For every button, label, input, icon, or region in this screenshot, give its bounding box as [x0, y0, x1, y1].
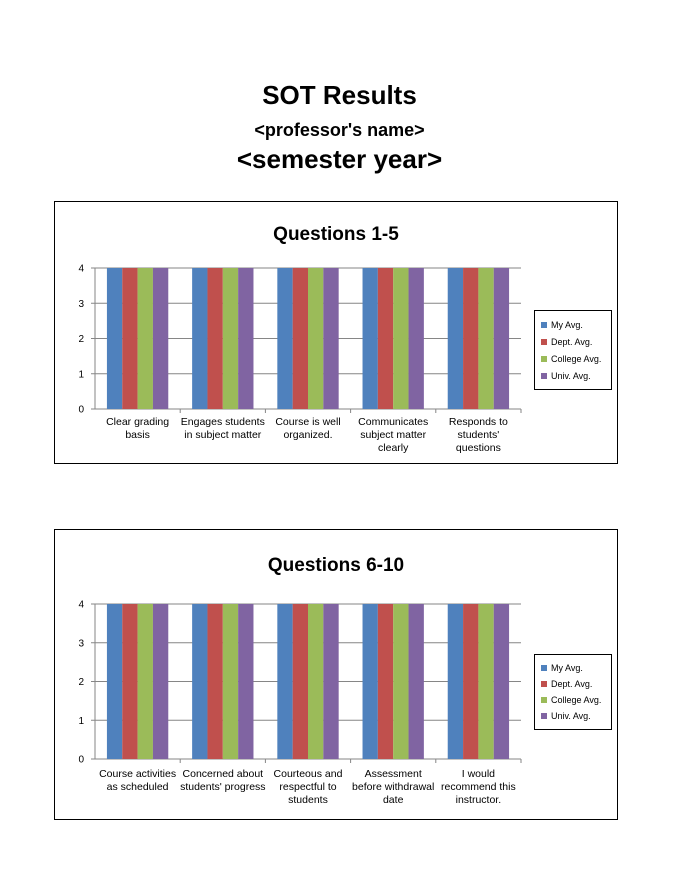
legend-swatch [541, 697, 547, 703]
bar [192, 604, 208, 759]
bar [408, 268, 424, 409]
legend-label: College Avg. [551, 353, 602, 364]
legend-label: My Avg. [551, 319, 583, 330]
y-tick-label: 0 [78, 405, 84, 416]
y-tick-label: 1 [78, 716, 84, 727]
bar [152, 604, 169, 759]
bar [478, 268, 494, 409]
y-tick-label: 2 [78, 677, 84, 688]
x-tick-label: I would recommend this instructor. [441, 768, 516, 806]
legend-swatch [541, 321, 547, 328]
bar [292, 604, 308, 759]
bar [292, 268, 308, 409]
bar [222, 604, 239, 759]
x-tick-label: Clear grading basis [106, 416, 170, 441]
bar [277, 604, 293, 759]
x-tick-label: Concerned about students' progress [180, 768, 266, 793]
x-tick-label: Courteous and respectful to students [273, 768, 343, 806]
y-tick-label: 4 [78, 264, 84, 275]
bar [463, 604, 479, 759]
legend: My Avg. Dept. Avg. College Avg. Univ. Avg. [534, 654, 612, 730]
legend-swatch [541, 372, 547, 379]
bar [362, 604, 378, 759]
bar [238, 604, 254, 759]
legend: My Avg. Dept. Avg. College Avg. Univ. Avg. [534, 310, 612, 390]
bar [137, 268, 153, 409]
x-tick-label: Course activities as scheduled [99, 768, 177, 793]
bar [122, 604, 138, 759]
bar [377, 604, 394, 759]
bar [106, 268, 123, 409]
legend-label: Univ. Avg. [551, 370, 591, 381]
page-title: SOT Results [262, 80, 417, 110]
bar [222, 268, 239, 409]
bar [463, 268, 479, 409]
bar [106, 604, 123, 759]
legend-item: My Avg. [541, 663, 583, 673]
legend-item: Dept. Avg. [541, 679, 592, 689]
y-tick-label: 1 [78, 369, 84, 380]
x-tick-label: Responds to students' questions [448, 416, 508, 454]
bar [152, 268, 169, 409]
bar [207, 268, 223, 409]
legend-swatch [541, 355, 547, 362]
bar [377, 268, 394, 409]
legend-label: Dept. Avg. [551, 336, 593, 347]
bar [323, 604, 339, 759]
bar [277, 268, 293, 409]
legend-label: College Avg. [551, 695, 602, 705]
bar [493, 604, 510, 759]
bar [137, 604, 153, 759]
bar [122, 268, 138, 409]
bar [192, 268, 208, 409]
bar [362, 268, 378, 409]
legend-swatch [541, 665, 547, 671]
chart-svg: 0 1 2 3 4 [78, 600, 522, 766]
bar [238, 268, 254, 409]
legend-item: Univ. Avg. [541, 711, 591, 721]
professor-name: <professor's name> [254, 120, 425, 140]
y-tick-label: 4 [78, 600, 84, 611]
chart-title: Questions 6-10 [267, 555, 405, 576]
bar [493, 268, 510, 409]
bar [393, 604, 409, 759]
bar [393, 268, 409, 409]
bar [447, 604, 464, 759]
bar [408, 604, 424, 759]
legend-item: Univ. Avg. [541, 371, 591, 381]
chart-questions-1-5: Questions 1-5 0 1 2 3 4 Clear grading basis En… [54, 201, 618, 464]
x-tick-label: Course is well organized. [275, 416, 341, 441]
y-tick-label: 3 [78, 299, 84, 310]
legend-swatch [541, 338, 547, 345]
x-tick-label: Engages students in subject matter [180, 416, 265, 441]
bar [308, 604, 324, 759]
y-tick-label: 3 [78, 638, 84, 649]
bar [478, 604, 494, 759]
legend-label: Univ. Avg. [551, 711, 591, 721]
x-tick-label: Assessment before withdrawal date [352, 768, 435, 806]
bar [308, 268, 324, 409]
legend-swatch [541, 681, 547, 687]
legend-item: My Avg. [541, 320, 583, 330]
bar [207, 604, 223, 759]
y-tick-label: 0 [78, 755, 84, 766]
legend-swatch [541, 713, 547, 719]
semester-year: <semester year> [236, 144, 443, 174]
x-tick-label: Communicates subject matter clearly [358, 416, 429, 454]
legend-item: College Avg. [541, 695, 601, 705]
bar [323, 268, 339, 409]
legend-item: Dept. Avg. [541, 337, 592, 347]
chart-title: Questions 1-5 [273, 224, 399, 245]
legend-label: My Avg. [551, 663, 583, 673]
bar [447, 268, 464, 409]
chart-questions-6-10: Questions 6-10 0 1 2 3 4 Course activities as… [54, 529, 618, 820]
y-tick-label: 2 [78, 334, 84, 345]
chart-svg: 0 1 2 3 4 [78, 264, 522, 416]
legend-item: College Avg. [541, 354, 601, 364]
legend-label: Dept. Avg. [551, 679, 593, 689]
